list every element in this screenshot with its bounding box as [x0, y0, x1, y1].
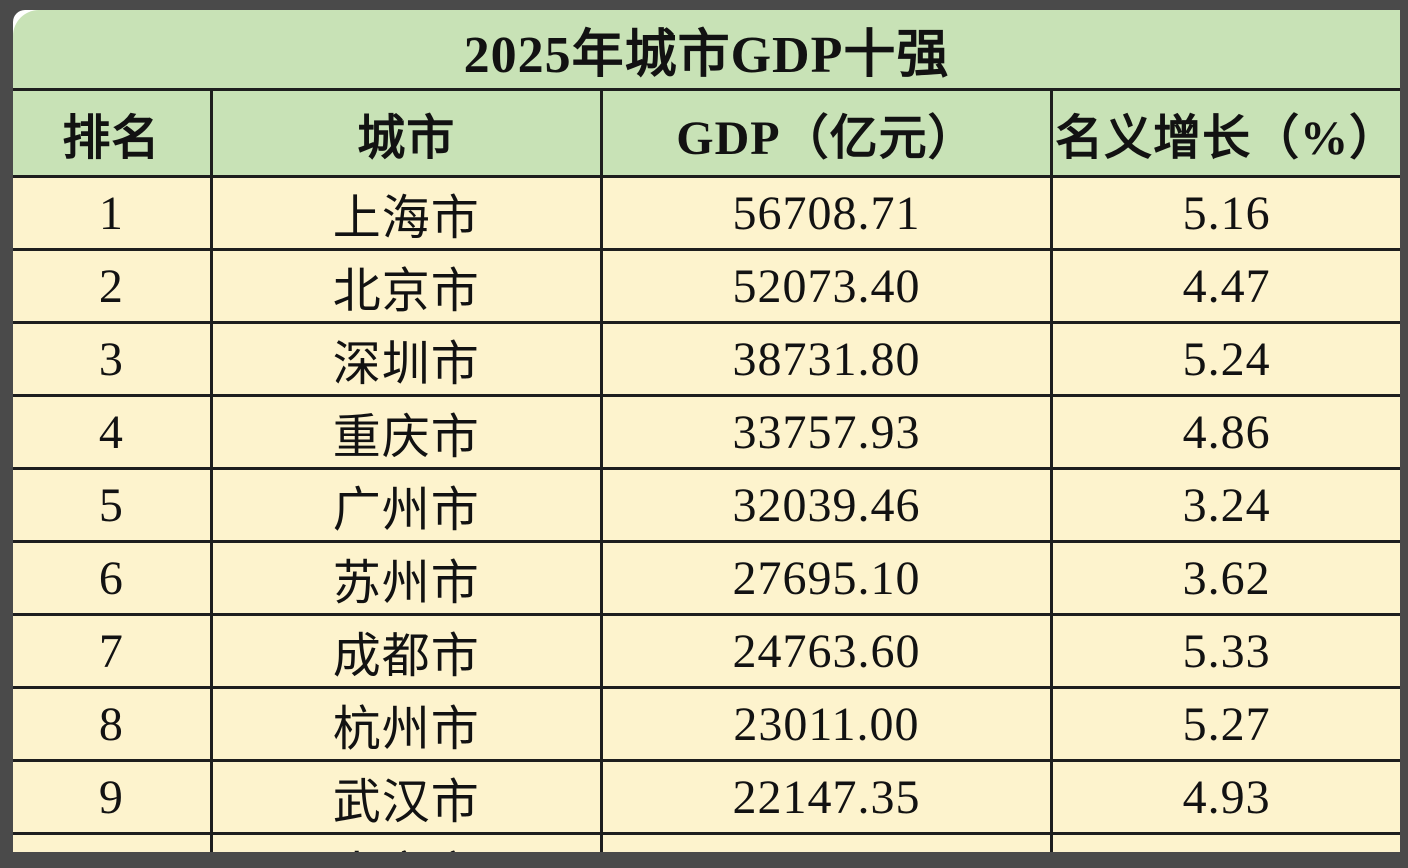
growth-cell: 5.16	[1050, 175, 1400, 251]
rank-cell: 1	[13, 175, 213, 251]
table-row: 5 广州市 32039.46 3.24	[13, 467, 1400, 543]
rank-cell: 6	[13, 540, 213, 616]
gdp-cell: 56708.71	[599, 175, 1054, 251]
gdp-cell: 38731.80	[599, 321, 1054, 397]
column-header-city: 城市	[209, 88, 603, 178]
city-cell: 广州市	[209, 467, 603, 543]
gdp-top10-table: 2025年城市GDP十强 排名 城市 GDP（亿元） 名义增长（%） 1 上海市…	[13, 10, 1400, 852]
rank-cell: 2	[13, 248, 213, 324]
table-row: 6 苏州市 27695.10 3.62	[13, 540, 1400, 616]
city-cell: 武汉市	[209, 759, 603, 835]
gdp-cell: 23011.00	[599, 686, 1054, 762]
gdp-cell: 32039.46	[599, 467, 1054, 543]
column-header-gdp: GDP（亿元）	[599, 88, 1054, 178]
growth-cell: 5.24	[1050, 321, 1400, 397]
city-cell: 苏州市	[209, 540, 603, 616]
table-title: 2025年城市GDP十强	[13, 10, 1400, 91]
gdp-cell: 19428.78	[599, 832, 1054, 852]
table-row: 2 北京市 52073.40 4.47	[13, 248, 1400, 324]
growth-cell: 4.93	[1050, 759, 1400, 835]
city-cell: 成都市	[209, 613, 603, 689]
city-cell: 上海市	[209, 175, 603, 251]
gdp-cell: 22147.35	[599, 759, 1054, 835]
gdp-cell: 52073.40	[599, 248, 1054, 324]
table-frame: 2025年城市GDP十强 排名 城市 GDP（亿元） 名义增长（%） 1 上海市…	[13, 10, 1400, 852]
rank-cell: 7	[13, 613, 213, 689]
gdp-cell: 24763.60	[599, 613, 1054, 689]
table-row: 9 武汉市 22147.35 4.93	[13, 759, 1400, 835]
column-header-rank: 排名	[13, 88, 213, 178]
growth-cell: 5.02	[1050, 832, 1400, 852]
rank-cell: 10	[13, 832, 213, 852]
city-cell: 重庆市	[209, 394, 603, 470]
title-row: 2025年城市GDP十强	[13, 10, 1400, 91]
gdp-cell: 27695.10	[599, 540, 1054, 616]
rank-cell: 4	[13, 394, 213, 470]
table-frame-inner: 2025年城市GDP十强 排名 城市 GDP（亿元） 名义增长（%） 1 上海市…	[13, 10, 1400, 852]
growth-cell: 5.27	[1050, 686, 1400, 762]
growth-cell: 3.62	[1050, 540, 1400, 616]
table-row: 8 杭州市 23011.00 5.27	[13, 686, 1400, 762]
table-row: 4 重庆市 33757.93 4.86	[13, 394, 1400, 470]
gdp-cell: 33757.93	[599, 394, 1054, 470]
rank-cell: 8	[13, 686, 213, 762]
city-cell: 杭州市	[209, 686, 603, 762]
table-body: 1 上海市 56708.71 5.16 2 北京市 52073.40 4.47 …	[13, 175, 1400, 852]
table-row: 7 成都市 24763.60 5.33	[13, 613, 1400, 689]
column-header-growth: 名义增长（%）	[1050, 88, 1400, 178]
growth-cell: 3.24	[1050, 467, 1400, 543]
city-cell: 北京市	[209, 248, 603, 324]
rank-cell: 9	[13, 759, 213, 835]
table-row: 1 上海市 56708.71 5.16	[13, 175, 1400, 251]
growth-cell: 4.47	[1050, 248, 1400, 324]
header-row: 排名 城市 GDP（亿元） 名义增长（%）	[13, 88, 1400, 178]
table-row: 3 深圳市 38731.80 5.24	[13, 321, 1400, 397]
city-cell: 深圳市	[209, 321, 603, 397]
growth-cell: 5.33	[1050, 613, 1400, 689]
rank-cell: 3	[13, 321, 213, 397]
city-cell: 南京市	[209, 832, 603, 852]
growth-cell: 4.86	[1050, 394, 1400, 470]
rank-cell: 5	[13, 467, 213, 543]
table-row: 10 南京市 19428.78 5.02	[13, 832, 1400, 852]
